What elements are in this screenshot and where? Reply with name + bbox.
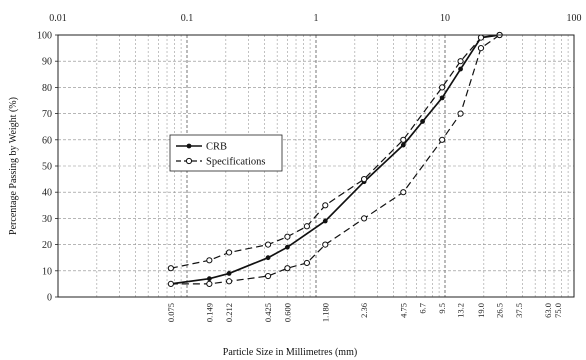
sieve-size-label: 1.180 <box>320 303 330 322</box>
data-point-spec-upper <box>303 223 310 230</box>
legend-crb-label: CRB <box>206 142 227 153</box>
y-tick-label: 50 <box>42 162 52 173</box>
data-point-spec-upper <box>225 249 233 256</box>
sieve-size-label: 75.0 <box>553 303 563 318</box>
data-point-spec-upper <box>206 257 213 264</box>
data-point-spec-lower <box>477 45 485 52</box>
sieve-size-label: 4.75 <box>398 303 408 318</box>
data-point-spec-upper <box>264 241 272 248</box>
data-point-crb <box>265 255 271 261</box>
ticks: 0.01 0.1 1 10 100 0 10 20 30 40 50 60 70 80 90 100 0.075… <box>37 13 582 322</box>
data-point-crb <box>226 271 232 276</box>
sieve-size-label: 37.5 <box>514 303 524 318</box>
x-tick-label-top: 0.01 <box>49 13 67 24</box>
data-point-spec-lower <box>457 110 464 117</box>
data-point-spec-upper <box>439 84 446 91</box>
y-tick-label: 10 <box>42 266 52 277</box>
y-tick-label: 60 <box>42 135 52 146</box>
data-point-spec-upper <box>400 136 407 143</box>
data-point-spec-upper <box>284 233 291 240</box>
y-tick-label: 80 <box>42 83 52 94</box>
y-axis-title: Percentage Passing by Weight (%) <box>8 97 19 235</box>
data-point-spec-lower <box>322 241 329 248</box>
sieve-size-label: 63.0 <box>543 303 553 318</box>
data-point-crb <box>439 95 445 101</box>
grid <box>58 35 574 297</box>
data-point-spec-lower <box>167 280 174 287</box>
sieve-size-label: 0.212 <box>224 303 234 322</box>
data-point-spec-lower <box>284 265 291 272</box>
data-point-spec-upper <box>167 265 174 272</box>
data-point-crb <box>284 244 290 250</box>
data-point-spec-upper <box>322 202 329 209</box>
sieve-size-label: 13.2 <box>456 303 466 318</box>
y-tick-label: 70 <box>42 109 52 120</box>
legend-box <box>169 134 283 172</box>
x-tick-label-top: 100 <box>567 13 582 24</box>
y-tick-label: 100 <box>37 31 52 42</box>
sieve-size-label: 0.149 <box>204 303 214 322</box>
sieve-size-label: 2.36 <box>359 303 369 318</box>
data-point-crb <box>206 276 212 282</box>
series-layer <box>167 31 503 287</box>
y-tick-label: 40 <box>42 188 52 199</box>
data-point-spec-lower <box>206 280 213 287</box>
data-point-crb <box>322 218 328 224</box>
legend-spec-marker <box>185 157 193 165</box>
data-point-crb <box>400 142 406 148</box>
legend-crb-marker <box>186 143 192 149</box>
data-point-spec-lower <box>439 136 446 143</box>
sieve-size-label: 19.0 <box>476 303 486 318</box>
sieve-size-label: 0.425 <box>263 303 273 322</box>
sieve-size-label: 0.075 <box>166 303 176 322</box>
data-point-spec-lower <box>400 189 407 196</box>
data-point-crb <box>458 66 463 72</box>
sieve-size-label: 9.5 <box>437 303 447 314</box>
y-tick-label: 90 <box>42 57 52 68</box>
data-point-spec-lower <box>225 278 233 285</box>
y-tick-label: 20 <box>42 240 52 251</box>
sieve-size-label: 6.7 <box>418 303 428 314</box>
data-point-spec-lower <box>303 259 310 267</box>
x-tick-label-top: 10 <box>440 13 450 24</box>
legend: CRB Specifications <box>169 134 283 172</box>
data-point-spec-lower <box>264 272 272 280</box>
legend-spec-label: Specifications <box>206 157 265 168</box>
data-point-spec-upper <box>457 58 464 65</box>
data-point-spec-upper <box>361 176 368 183</box>
x-axis-title: Particle Size in Millimetres (mm) <box>223 347 357 358</box>
data-point-spec-upper <box>477 34 485 41</box>
sieve-size-label: 0.600 <box>282 303 292 322</box>
data-point-crb <box>420 119 425 124</box>
x-tick-label-top: 1 <box>314 13 319 24</box>
y-tick-label: 0 <box>47 293 52 304</box>
sieve-size-label: 26.5 <box>495 303 505 318</box>
data-point-spec-lower <box>361 215 368 222</box>
y-tick-label: 30 <box>42 214 52 225</box>
x-tick-label-top: 0.1 <box>181 13 194 24</box>
